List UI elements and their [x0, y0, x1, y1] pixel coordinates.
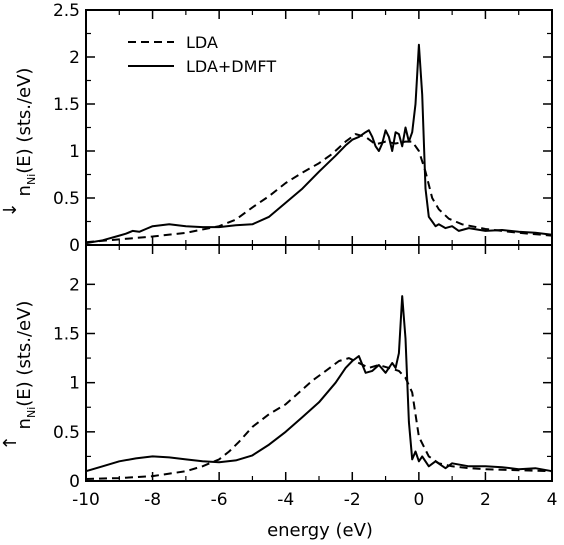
y-label-rest-top: (E) (sts./eV)	[14, 68, 35, 174]
x-axis-label: energy (eV)	[267, 520, 373, 541]
lda-dmft-line-top	[85, 43, 553, 245]
x-tick-label: -6	[211, 490, 228, 510]
y-tick-label-top: 0	[69, 236, 80, 256]
top-panel: 0 0.5 1 1.5 2 2.5 LDA LDA+DMFT	[53, 1, 553, 256]
y-tick-label-bottom: 0.5	[53, 423, 80, 443]
x-tick-label: -8	[144, 490, 161, 510]
x-tick-label: -10	[72, 490, 100, 510]
y-label-sup-bottom: ↑	[0, 435, 21, 450]
y-tick-label-top: 2.5	[53, 1, 80, 21]
y-tick-label-bottom: 0	[69, 472, 80, 492]
x-tick-label: 0	[413, 490, 424, 510]
y-tick-label-bottom: 1	[69, 374, 80, 394]
lda-dmft-line-bottom	[85, 295, 553, 473]
y-label-rest-bottom: (E) (sts./eV)	[14, 301, 35, 407]
y-label-sup-top: ↓	[0, 202, 21, 217]
y-tick-label-bottom: 1.5	[53, 325, 80, 345]
y-axis-label-top: nNi(E) (sts./eV) ↓	[0, 68, 38, 218]
y-tick-label-top: 0.5	[53, 189, 80, 209]
y-tick-label-top: 1.5	[53, 95, 80, 115]
legend-label-lda-dmft: LDA+DMFT	[186, 57, 276, 76]
lda-line-bottom	[85, 357, 553, 480]
y-label-sub-bottom: Ni	[25, 407, 38, 418]
svg-text:nNi(E) (sts./eV): nNi(E) (sts./eV)	[14, 68, 38, 197]
y-label-main-bottom: n	[14, 418, 35, 429]
y-axis-label-bottom: nNi(E) (sts./eV) ↑	[0, 301, 38, 451]
y-tick-label-bottom: 2	[69, 275, 80, 295]
x-tick-label: -4	[277, 490, 294, 510]
x-tick-label: 2	[480, 490, 491, 510]
y-label-sub-top: Ni	[25, 174, 38, 185]
x-tick-label: -2	[344, 490, 361, 510]
legend-label-lda: LDA	[186, 33, 218, 52]
plot-frame-top	[85, 9, 553, 246]
bottom-panel: 0 0.5 1 1.5 2 -10 -8 -6 -4 -2 0 2 4	[53, 244, 558, 510]
y-label-main-top: n	[14, 185, 35, 196]
svg-text:nNi(E) (sts./eV): nNi(E) (sts./eV)	[14, 301, 38, 430]
plot-frame-bottom	[85, 244, 553, 482]
lda-line-top	[85, 133, 553, 244]
y-tick-label-top: 2	[69, 48, 80, 68]
y-tick-label-top: 1	[69, 142, 80, 162]
x-tick-label: 4	[547, 490, 558, 510]
